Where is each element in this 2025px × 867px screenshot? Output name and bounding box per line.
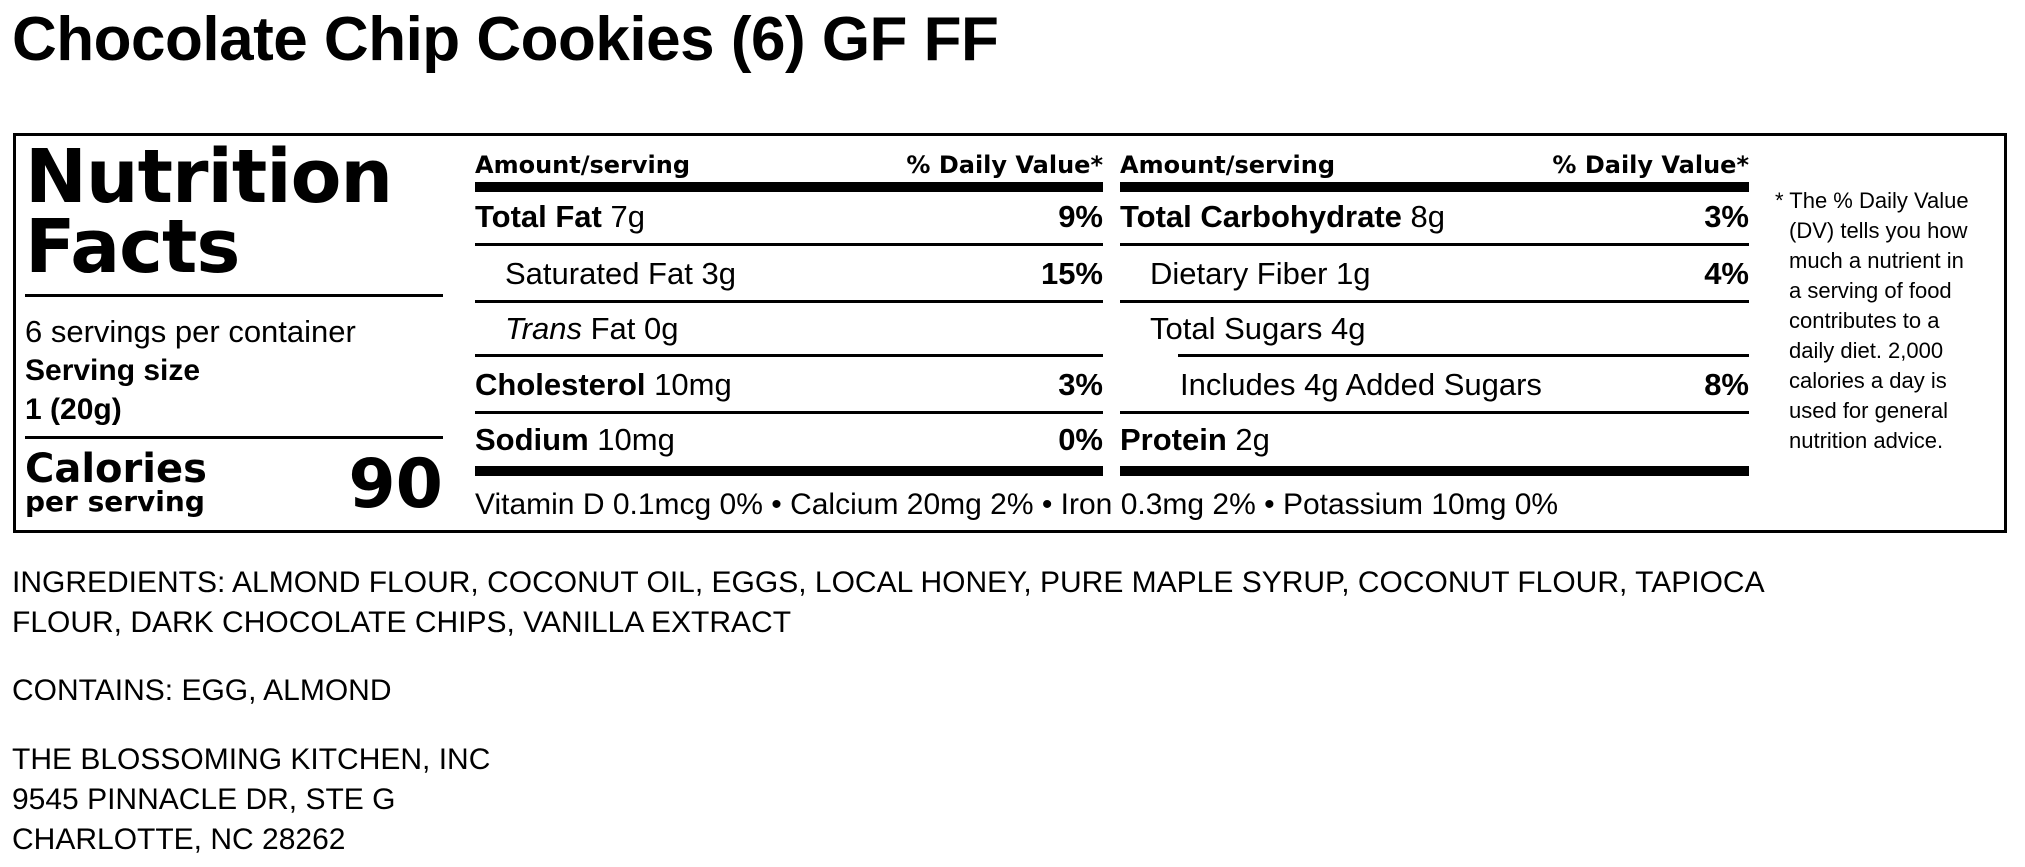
nutrient-dv: 3% [1704,199,1749,234]
nutrition-facts-heading: Nutrition Facts [25,134,393,290]
thick-divider [475,466,1103,476]
nutrient-name: Dietary Fiber [1150,256,1328,291]
address-line-2: 9545 PINNACLE DR, STE G [12,783,396,816]
nutrient-amount: 7g [610,199,645,234]
nutrient-amount: 10mg [654,367,732,402]
allergens: CONTAINS: EGG, ALMOND [12,674,392,707]
nutrient-amount: 8g [1410,199,1446,234]
calories-sublabel: per serving [25,485,205,518]
amount-header: Amount/serving [1120,151,1336,179]
divider [475,354,1103,357]
dv-header: % Daily Value* [1552,151,1749,179]
dv-header: % Daily Value* [906,151,1103,179]
serving-size-label: Serving size [25,354,201,387]
ingredients-line-2: FLOUR, DARK CHOCOLATE CHIPS, VANILLA EXT… [12,606,792,639]
thick-divider [1120,182,1749,192]
nutrient-name: Saturated Fat [505,256,693,291]
nutrient-row: Total Fat 7g [475,199,645,235]
ingredients-line-1: INGREDIENTS: ALMOND FLOUR, COCONUT OIL, … [12,566,1765,599]
nutrient-amount: 2g [1235,422,1270,457]
nutrient-dv: 0% [1058,422,1103,457]
nutrient-name: Sodium [475,422,589,457]
footnote-line: daily diet. 2,000 [1789,338,1944,363]
nutrient-dv: 15% [1040,256,1103,291]
amount-header: Amount/serving [475,151,691,179]
vitamins-minerals: Vitamin D 0.1mcg 0% • Calcium 20mg 2% • … [475,488,1559,521]
nutrient-name: Total Fat [475,199,602,234]
footnote-line: (DV) tells you how [1789,218,1968,243]
nutrient-name: Cholesterol [475,367,646,402]
divider [25,294,443,297]
footnote-line: a serving of food [1789,278,1952,303]
nutrient-amount: 3g [701,256,736,291]
nutrient-row: Includes 4g Added Sugars [1180,367,1542,403]
product-title: Chocolate Chip Cookies (6) GF FF [12,5,999,74]
nutrient-row: Trans Fat 0g [505,311,678,347]
nutrient-dv: 4% [1704,256,1749,291]
address-line-1: THE BLOSSOMING KITCHEN, INC [12,743,491,776]
nutrient-row: Cholesterol 10mg [475,367,732,403]
nutrition-facts-panel [13,133,2007,533]
servings-per-container: 6 servings per container [25,314,356,349]
nutrient-name: Trans [505,311,582,346]
nutrient-row: Total Carbohydrate 8g [1120,199,1445,235]
calories-label: Calories [25,446,207,492]
nutrient-name: Includes 4g Added Sugars [1180,367,1542,402]
heading-line2: Facts [25,204,240,290]
footnote-line: calories a day is [1789,368,1947,393]
calories-value: 90 [348,445,443,524]
thick-divider [1120,466,1749,476]
nutrient-row: Sodium 10mg [475,422,675,458]
serving-size-value: 1 (20g) [25,393,122,426]
nutrient-amount: 4g [1330,311,1366,346]
nutrient-row: Saturated Fat 3g [505,256,736,292]
nutrient-amount: 10mg [597,422,675,457]
nutrient-name: Total Sugars [1150,311,1323,346]
daily-value-footnote: * The % Daily Value (DV) tells you how muc… [1775,186,2005,456]
nutrient-row: Total Sugars 4g [1150,311,1365,347]
divider [1178,354,1749,357]
nutrient-name: Protein [1120,422,1227,457]
footnote-line: contributes to a [1789,308,1940,333]
divider [1120,411,1749,414]
nutrient-dv: 8% [1704,367,1749,402]
nutrient-row: Protein 2g [1120,422,1270,458]
divider [475,411,1103,414]
divider [25,436,443,439]
nutrient-dv: 9% [1058,199,1103,234]
footnote-line: much a nutrient in [1789,248,1964,273]
footnote-line: used for general [1789,398,1948,423]
nutrient-amount: Fat 0g [590,311,679,346]
footnote-line: nutrition advice. [1789,428,1944,453]
nutrient-row: Dietary Fiber 1g [1150,256,1371,292]
nutrient-amount: 1g [1336,256,1371,291]
divider [1120,243,1749,246]
divider [1120,300,1749,303]
thick-divider [475,182,1103,192]
address-line-3: CHARLOTTE, NC 28262 [12,823,346,856]
divider [475,243,1103,246]
nutrient-name: Total Carbohydrate [1120,199,1402,234]
heading-line1: Nutrition [25,134,393,220]
nutrient-dv: 3% [1058,367,1103,402]
footnote-line: * The % Daily Value [1775,188,1969,213]
divider [475,300,1103,303]
